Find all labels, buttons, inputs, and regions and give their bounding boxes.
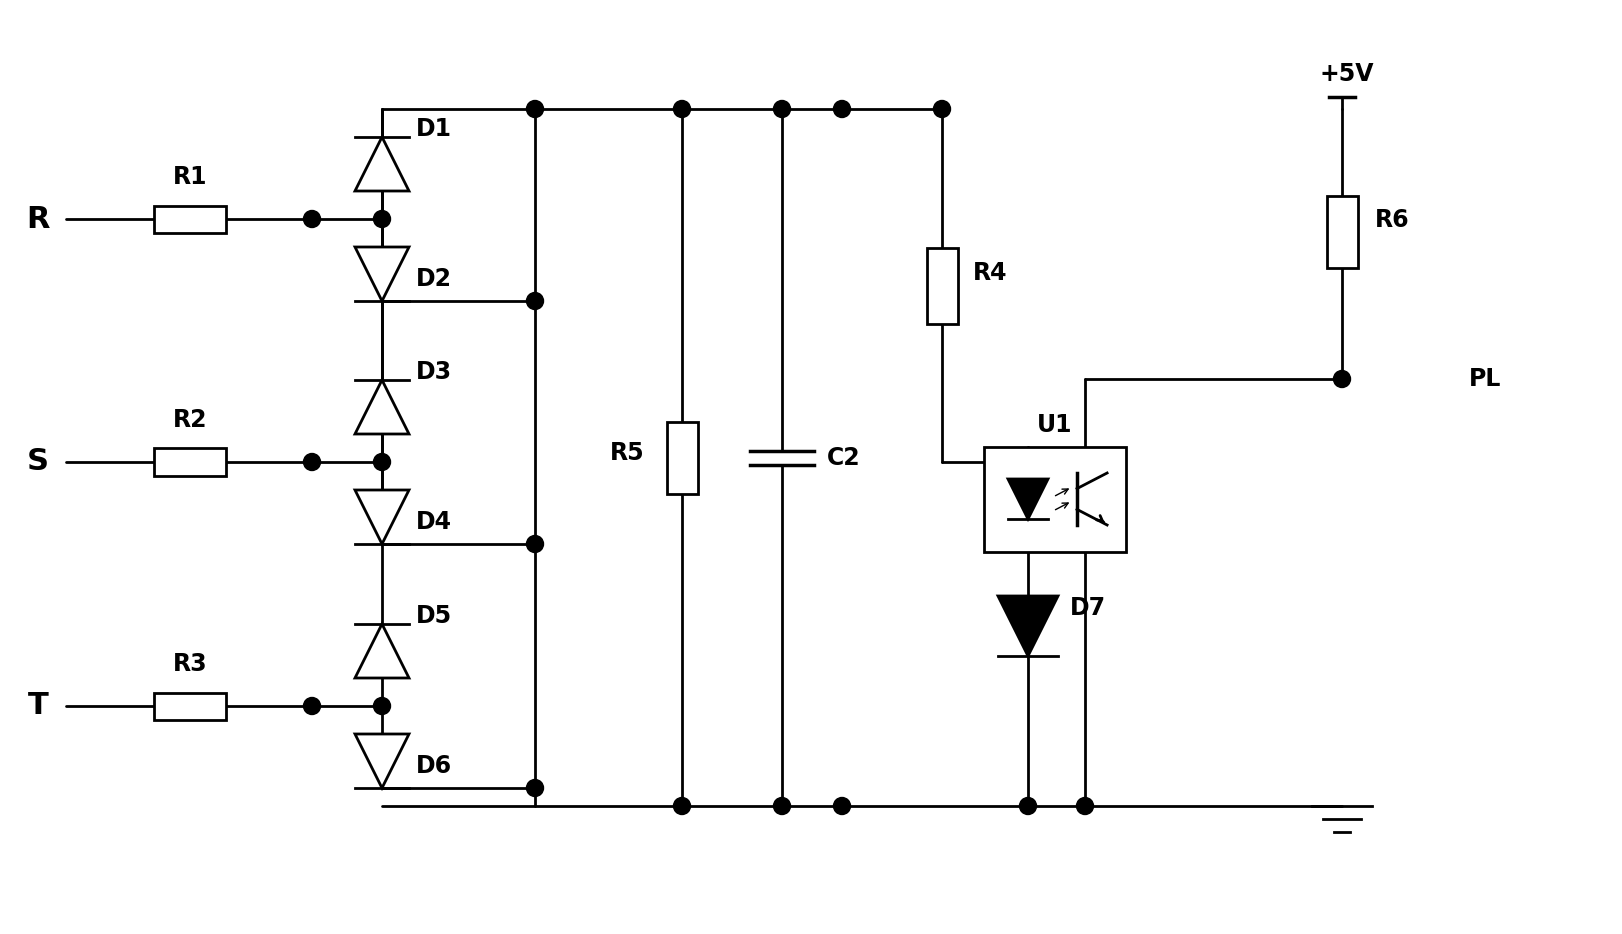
Polygon shape xyxy=(1007,479,1048,519)
Circle shape xyxy=(934,101,950,118)
Text: C2: C2 xyxy=(827,446,861,470)
Circle shape xyxy=(303,454,321,471)
Circle shape xyxy=(1020,798,1036,814)
Polygon shape xyxy=(998,596,1058,656)
Circle shape xyxy=(1077,798,1093,814)
Text: D1: D1 xyxy=(415,117,453,141)
Circle shape xyxy=(774,101,790,118)
Text: T: T xyxy=(28,691,49,720)
Text: D6: D6 xyxy=(415,754,453,778)
Circle shape xyxy=(1333,371,1351,388)
Circle shape xyxy=(527,101,543,118)
Text: D2: D2 xyxy=(415,267,453,291)
Text: U1: U1 xyxy=(1036,413,1072,436)
Polygon shape xyxy=(355,490,409,544)
Text: D7: D7 xyxy=(1071,596,1106,620)
Circle shape xyxy=(303,698,321,715)
Circle shape xyxy=(373,454,391,471)
Bar xyxy=(154,205,225,233)
Bar xyxy=(667,421,697,493)
Circle shape xyxy=(673,798,691,814)
Text: R2: R2 xyxy=(174,408,208,432)
Text: R4: R4 xyxy=(973,262,1007,286)
Text: R5: R5 xyxy=(610,441,644,464)
Text: D3: D3 xyxy=(415,360,453,384)
Circle shape xyxy=(373,210,391,228)
Bar xyxy=(1327,196,1358,268)
Text: +5V: +5V xyxy=(1320,62,1374,86)
Text: D4: D4 xyxy=(415,510,453,534)
Circle shape xyxy=(303,210,321,228)
Text: D5: D5 xyxy=(415,604,453,628)
Polygon shape xyxy=(355,137,409,191)
Text: S: S xyxy=(28,447,49,476)
Text: R3: R3 xyxy=(172,652,208,676)
Bar xyxy=(926,248,957,323)
Text: R6: R6 xyxy=(1375,208,1410,232)
Text: PL: PL xyxy=(1470,367,1502,391)
Circle shape xyxy=(527,780,543,797)
Circle shape xyxy=(373,698,391,715)
Circle shape xyxy=(527,292,543,309)
Circle shape xyxy=(834,101,850,118)
Bar xyxy=(154,448,225,475)
Polygon shape xyxy=(355,624,409,678)
Text: R: R xyxy=(26,205,50,234)
Circle shape xyxy=(527,535,543,553)
Circle shape xyxy=(673,101,691,118)
Polygon shape xyxy=(355,247,409,301)
Bar xyxy=(154,692,225,719)
Polygon shape xyxy=(355,380,409,434)
Polygon shape xyxy=(355,734,409,788)
Circle shape xyxy=(774,798,790,814)
Text: R1: R1 xyxy=(174,165,208,189)
Circle shape xyxy=(834,798,850,814)
Bar xyxy=(985,446,1126,551)
